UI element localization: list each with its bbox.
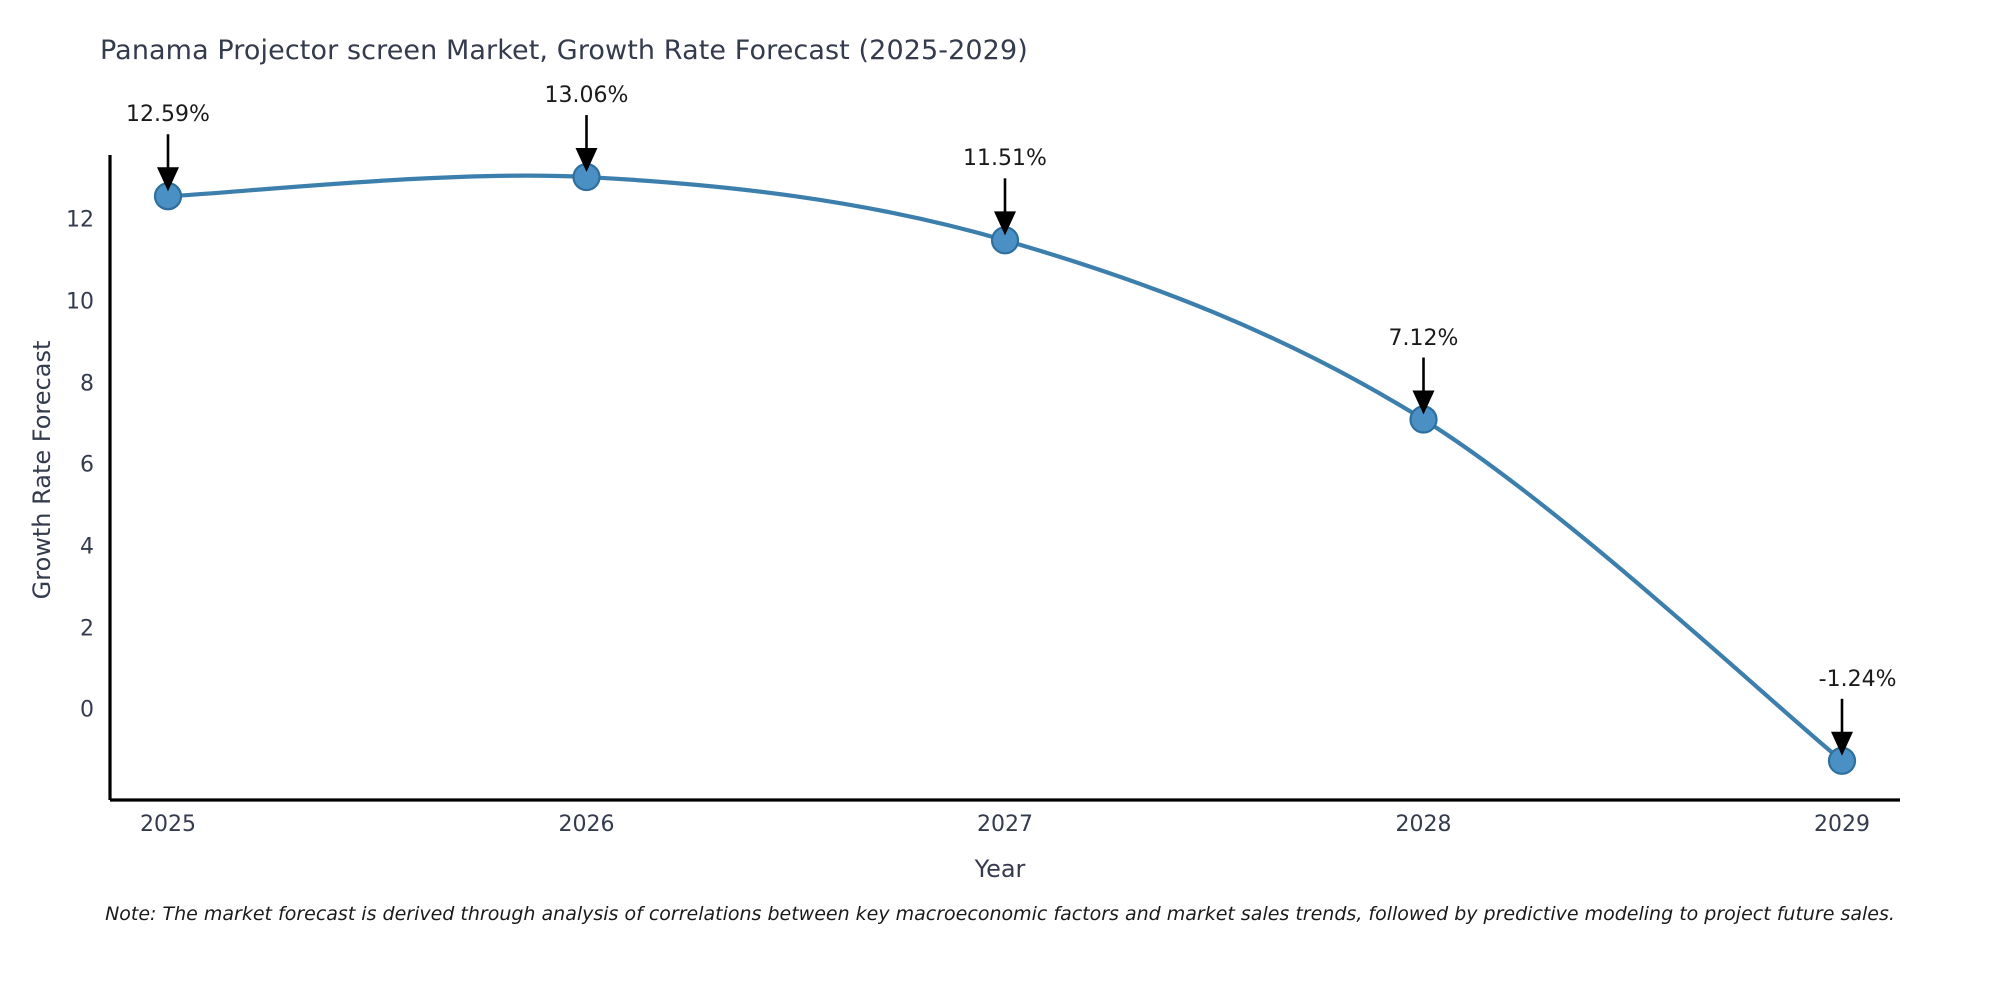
y-tick-label: 6 <box>80 452 94 478</box>
chart-title: Panama Projector screen Market, Growth R… <box>100 35 1028 66</box>
annotation-arrows <box>157 115 1853 756</box>
data-point-label: 11.51% <box>963 146 1047 172</box>
x-tick-label: 2025 <box>140 812 196 837</box>
y-tick-label: 0 <box>80 697 94 723</box>
y-tick-label: 8 <box>80 371 94 397</box>
axes-spines <box>108 155 1900 802</box>
x-axis-title: Year <box>974 855 1026 883</box>
x-tick-label: 2026 <box>558 812 615 837</box>
y-tick-label: 12 <box>66 207 94 233</box>
x-tick-label: 2027 <box>977 812 1033 837</box>
data-series-line <box>165 173 1845 763</box>
y-tick-label: 2 <box>80 616 94 642</box>
data-point-label: 13.06% <box>544 83 629 109</box>
y-tick-label: 10 <box>66 289 94 315</box>
data-markers <box>153 162 1857 775</box>
chart-footnote: Note: The market forecast is derived thr… <box>105 903 1895 925</box>
data-point-label: 7.12% <box>1388 325 1459 351</box>
data-point-label: 12.59% <box>126 102 210 128</box>
x-tick-label: 2028 <box>1395 812 1452 837</box>
data-point-label: -1.24% <box>1818 666 1897 692</box>
x-tick-label: 2029 <box>1814 812 1870 837</box>
y-tick-label: 4 <box>80 534 94 560</box>
